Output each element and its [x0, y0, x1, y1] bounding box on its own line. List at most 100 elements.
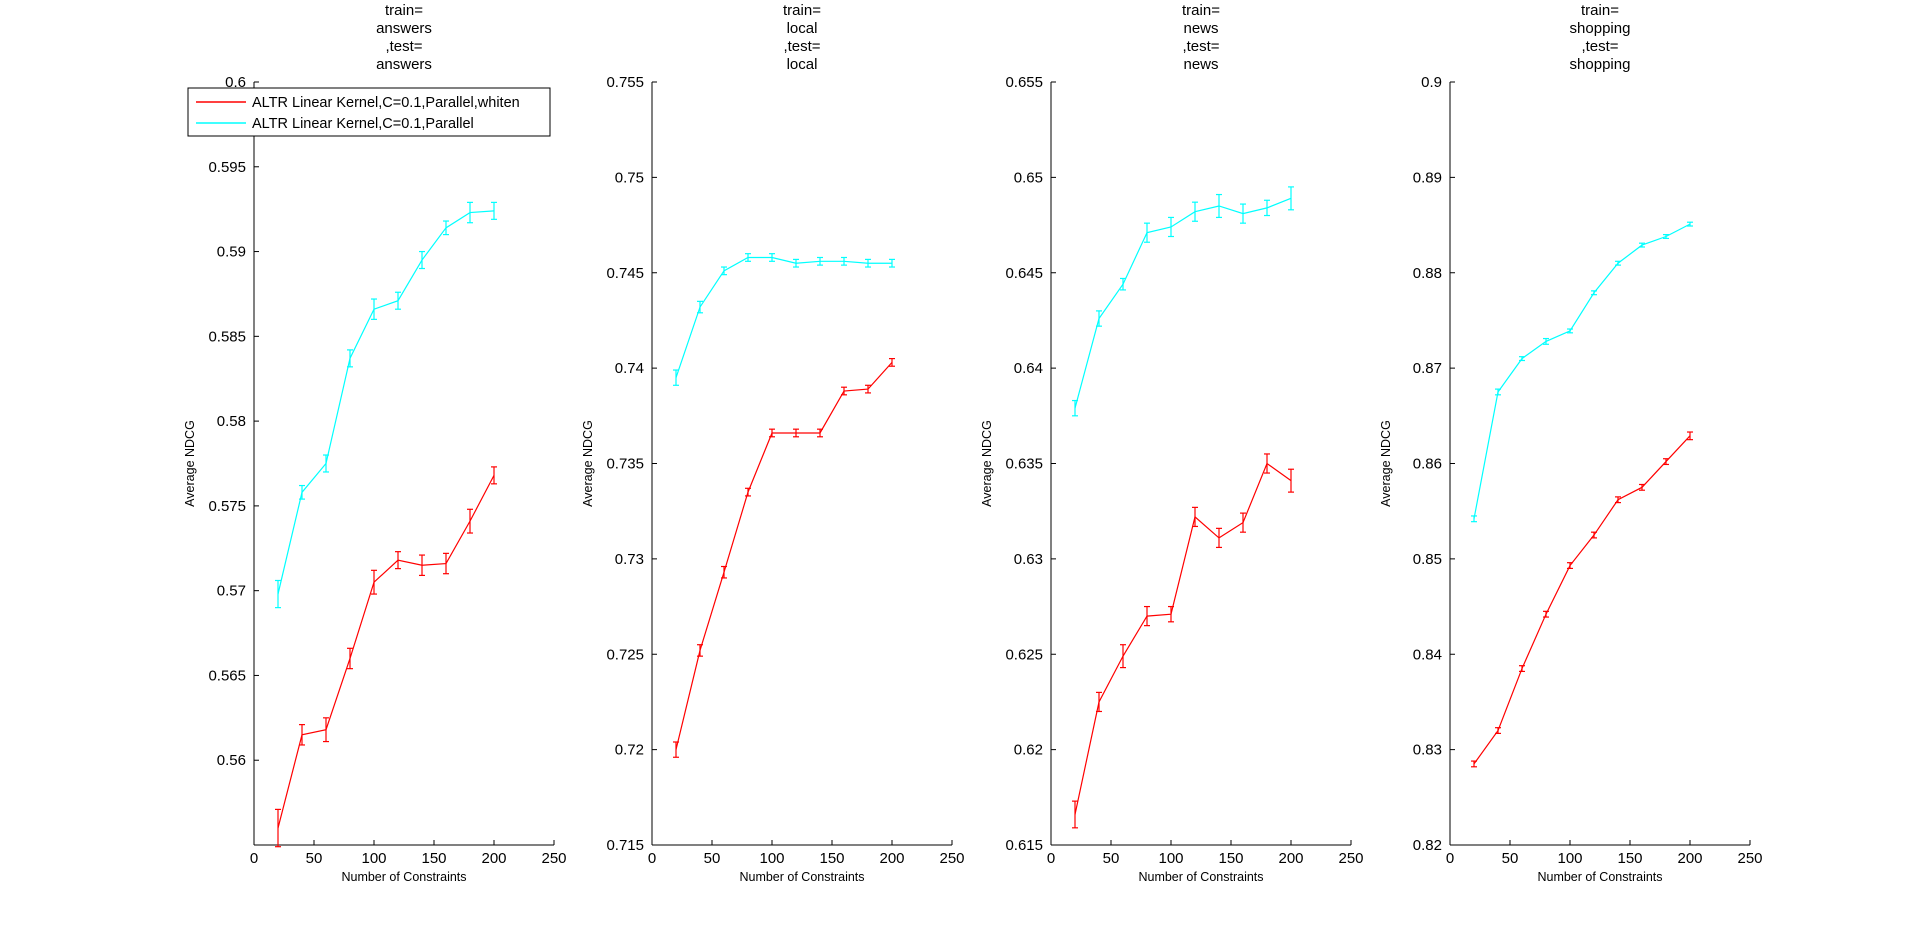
data-point-errorbar — [793, 258, 799, 268]
x-tick-label: 0 — [250, 850, 258, 867]
data-point-errorbar — [1543, 610, 1549, 618]
data-point-errorbar — [865, 258, 871, 268]
y-tick-label: 0.725 — [606, 646, 644, 663]
data-point-errorbar — [769, 428, 775, 438]
y-tick-label: 0.735 — [606, 456, 644, 473]
series-2 — [1471, 221, 1693, 523]
data-point-errorbar — [491, 466, 497, 485]
y-axis-label: Average NDCG — [1379, 420, 1393, 507]
y-tick-label: 0.84 — [1413, 646, 1442, 663]
y-tick-label: 0.87 — [1413, 360, 1442, 377]
x-tick-label: 100 — [361, 850, 386, 867]
series-line — [1074, 462, 1292, 815]
data-point-errorbar — [841, 256, 847, 266]
x-axis-label: Number of Constraints — [1537, 870, 1662, 884]
data-point-errorbar — [889, 258, 895, 268]
series-2 — [275, 201, 497, 609]
y-axis-label: Average NDCG — [980, 420, 994, 507]
data-point-errorbar — [275, 808, 281, 848]
y-tick-label: 0.58 — [217, 413, 246, 430]
data-point-errorbar — [371, 569, 377, 595]
chart-title-line: shopping — [1570, 20, 1631, 37]
data-point-errorbar — [1471, 760, 1477, 768]
y-tick-label: 0.75 — [615, 169, 644, 186]
data-point-errorbar — [697, 300, 703, 314]
data-point-errorbar — [1663, 458, 1669, 466]
y-tick-label: 0.585 — [208, 328, 246, 345]
y-tick-label: 0.755 — [606, 74, 644, 91]
x-tick-label: 200 — [1677, 850, 1702, 867]
data-point-errorbar — [1591, 531, 1597, 539]
chart-title-line: ,test= — [385, 38, 422, 55]
series-1 — [673, 357, 895, 758]
series-line — [1473, 223, 1691, 519]
series-1 — [1471, 431, 1693, 768]
y-tick-label: 0.88 — [1413, 265, 1442, 282]
y-tick-label: 0.65 — [1014, 169, 1043, 186]
x-tick-label: 50 — [306, 850, 323, 867]
y-tick-label: 0.565 — [208, 667, 246, 684]
y-tick-label: 0.82 — [1413, 837, 1442, 854]
y-tick-label: 0.635 — [1005, 456, 1043, 473]
chart-title-line: ,test= — [1581, 38, 1618, 55]
y-tick-label: 0.86 — [1413, 456, 1442, 473]
y-tick-label: 0.83 — [1413, 742, 1442, 759]
data-point-errorbar — [323, 454, 329, 473]
y-tick-label: 0.62 — [1014, 742, 1043, 759]
data-point-errorbar — [275, 579, 281, 609]
series-line — [1473, 435, 1691, 765]
data-point-errorbar — [1192, 506, 1198, 528]
data-point-errorbar — [1519, 665, 1525, 673]
data-point-errorbar — [1495, 388, 1501, 396]
data-point-errorbar — [299, 724, 305, 746]
chart-title-line: train= — [783, 2, 821, 19]
data-point-errorbar — [1096, 691, 1102, 713]
data-point-errorbar — [443, 552, 449, 575]
x-tick-label: 200 — [879, 850, 904, 867]
data-point-errorbar — [769, 253, 775, 262]
y-tick-label: 0.74 — [615, 360, 644, 377]
x-tick-label: 150 — [819, 850, 844, 867]
x-tick-label: 150 — [421, 850, 446, 867]
x-tick-label: 100 — [759, 850, 784, 867]
series-line — [675, 256, 892, 378]
data-point-errorbar — [1144, 605, 1150, 627]
data-point-errorbar — [1216, 193, 1222, 219]
series-line — [277, 210, 495, 595]
x-tick-label: 0 — [648, 850, 656, 867]
chart-title-line: train= — [385, 2, 423, 19]
data-point-errorbar — [1519, 356, 1525, 362]
data-point-errorbar — [1072, 800, 1078, 829]
data-point-errorbar — [721, 266, 727, 276]
chart-title-line: train= — [1581, 2, 1619, 19]
data-point-errorbar — [347, 349, 353, 368]
x-tick-label: 150 — [1617, 850, 1642, 867]
data-point-errorbar — [673, 369, 679, 386]
y-tick-label: 0.57 — [217, 583, 246, 600]
y-tick-label: 0.595 — [208, 159, 246, 176]
data-point-errorbar — [467, 508, 473, 534]
data-point-errorbar — [1120, 277, 1126, 291]
data-point-errorbar — [1240, 203, 1246, 224]
x-tick-label: 250 — [1338, 850, 1363, 867]
y-tick-label: 0.85 — [1413, 551, 1442, 568]
x-tick-label: 200 — [481, 850, 506, 867]
data-point-errorbar — [1168, 216, 1174, 238]
y-tick-label: 0.6 — [225, 74, 246, 91]
y-tick-label: 0.56 — [217, 752, 246, 769]
y-tick-label: 0.655 — [1005, 74, 1043, 91]
data-point-errorbar — [443, 220, 449, 236]
data-point-errorbar — [1096, 310, 1102, 327]
y-tick-label: 0.715 — [606, 837, 644, 854]
x-tick-label: 150 — [1218, 850, 1243, 867]
y-tick-label: 0.9 — [1421, 74, 1442, 91]
chart-title-line: news — [1183, 56, 1218, 73]
x-tick-label: 100 — [1557, 850, 1582, 867]
series-1 — [275, 466, 497, 848]
y-tick-label: 0.575 — [208, 498, 246, 515]
data-point-errorbar — [371, 298, 377, 320]
x-tick-label: 250 — [939, 850, 964, 867]
chart-title-line: local — [787, 20, 818, 37]
